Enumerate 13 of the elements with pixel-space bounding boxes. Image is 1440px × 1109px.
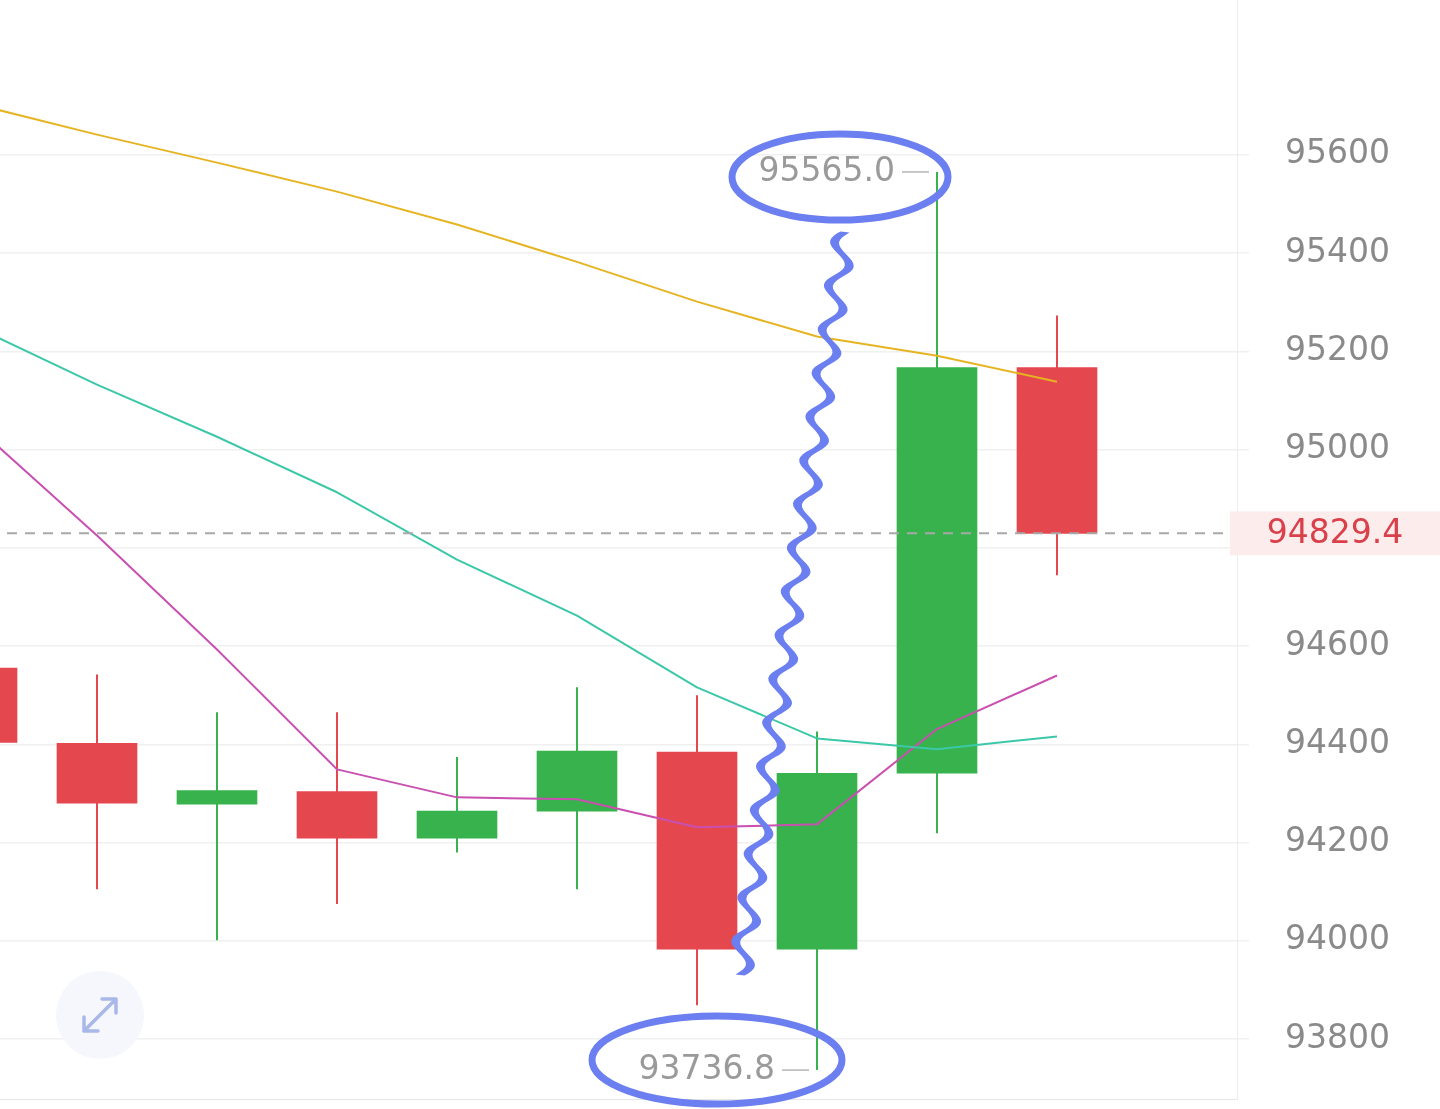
y-tick-label: 94600 xyxy=(1285,623,1390,663)
y-tick-label: 95000 xyxy=(1285,427,1390,467)
y-tick-label: 95200 xyxy=(1285,328,1390,368)
y-tick-label: 95400 xyxy=(1285,230,1390,270)
y-tick-label: 94200 xyxy=(1285,820,1390,860)
annotation: 93736.8 xyxy=(638,1047,775,1087)
candlestick xyxy=(176,711,258,942)
y-tick-label: 95600 xyxy=(1285,132,1390,172)
annotation: 95565.0 xyxy=(758,149,895,189)
y-tick-label: 94400 xyxy=(1285,721,1390,761)
y-tick-label: 93800 xyxy=(1285,1016,1390,1056)
ref-line-label: 94829.4 xyxy=(1266,511,1404,551)
y-tick-label: 94000 xyxy=(1285,918,1390,958)
